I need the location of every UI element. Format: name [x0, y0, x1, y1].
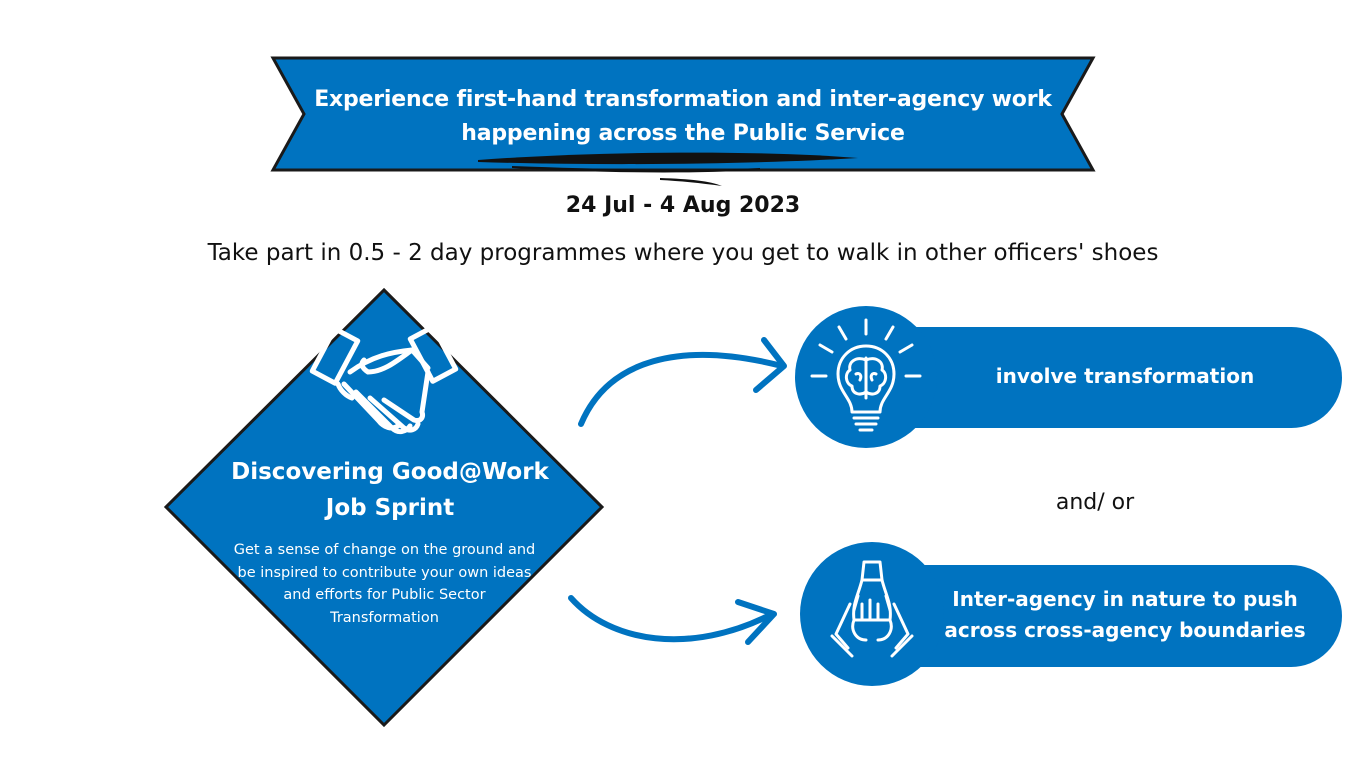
- inter-agency-label: Inter-agency in nature to push across cr…: [944, 587, 1306, 642]
- inter-agency-pill: [800, 542, 1342, 686]
- programme-diamond: [163, 287, 605, 728]
- arrow-to-inter-agency: [568, 595, 777, 645]
- banner-title: Experience first-hand transformation and…: [314, 87, 1052, 146]
- date-range: 24 Jul - 4 Aug 2023: [565, 193, 801, 218]
- tagline: Take part in 0.5 - 2 day programmes wher…: [207, 240, 1159, 266]
- programme-title: Discovering Good@Work Job Sprint: [231, 459, 549, 521]
- programme-description: Get a sense of change on the ground and …: [233, 542, 536, 626]
- and-or-connector: and/ or: [1055, 490, 1135, 515]
- banner-ribbon: [270, 56, 1096, 172]
- transformation-label: involve transformation: [995, 364, 1255, 388]
- arrow-to-transformation: [578, 337, 787, 427]
- handshake-icon: [309, 324, 459, 435]
- lightbulb-brain-icon: [810, 318, 922, 432]
- brush-underline: [478, 152, 858, 186]
- stacked-hands-icon: [830, 560, 914, 658]
